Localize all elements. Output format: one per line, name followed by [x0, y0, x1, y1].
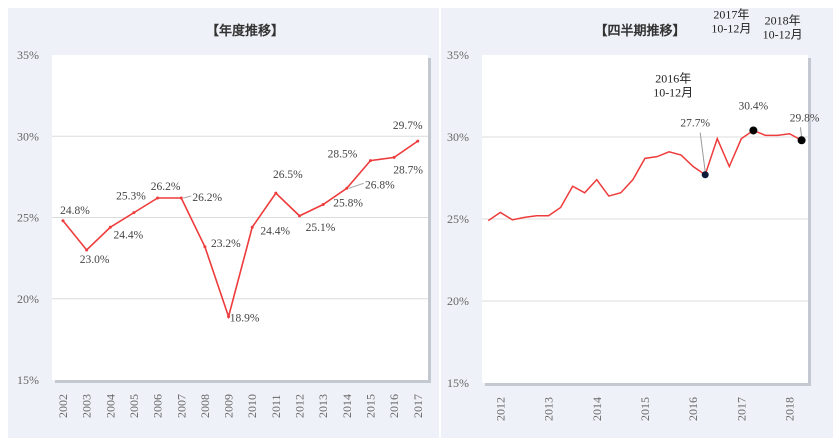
annual-xtick-label: 2008 — [198, 394, 212, 418]
quarterly-highlight-point — [749, 126, 758, 135]
quarterly-ytick-label: 15% — [447, 376, 469, 390]
annual-data-label: 26.2% — [151, 181, 181, 193]
quarterly-highlight-point — [797, 136, 806, 145]
quarterly-leader-line — [699, 132, 706, 172]
quarterly-period-months: 10-12月 — [711, 21, 751, 35]
annual-xtick-label: 2009 — [222, 394, 236, 418]
annual-data-label: 29.7% — [393, 120, 423, 132]
annual-leader-line — [183, 195, 192, 199]
annual-data-point — [132, 211, 136, 215]
annual-leader-line — [348, 182, 364, 189]
annual-xtick-label: 2013 — [316, 394, 330, 418]
annual-data-label: 28.7% — [393, 164, 423, 176]
annual-title: 【年度推移】 — [206, 23, 284, 39]
quarterly-data-label: 27.7% — [680, 118, 710, 130]
annual-xtick-label: 2006 — [151, 394, 165, 418]
quarterly-highlight-point — [701, 171, 709, 179]
annual-data-label: 18.9% — [230, 313, 260, 325]
annual-data-point — [108, 225, 112, 229]
annual-data-point — [85, 248, 89, 252]
annual-xtick-label: 2015 — [363, 394, 377, 418]
annual-data-label: 26.5% — [273, 169, 303, 181]
quarterly-leader-line — [800, 127, 803, 138]
annual-xtick-label: 2014 — [340, 394, 354, 418]
quarterly-ytick-label: 35% — [447, 48, 469, 62]
annual-data-point — [416, 139, 420, 143]
annual-data-point — [203, 245, 207, 249]
annual-series-line — [62, 140, 419, 320]
annual-data-label: 25.1% — [306, 222, 336, 234]
annual-data-point — [156, 196, 160, 200]
quarterly-series-line — [487, 129, 802, 222]
quarterly-period-months: 10-12月 — [763, 27, 803, 41]
annual-data-point — [392, 155, 396, 159]
annual-data-label: 28.5% — [328, 149, 358, 161]
quarterly-data-label: 29.8% — [790, 112, 820, 124]
annual-data-point — [321, 203, 325, 206]
annual-xtick-label: 2011 — [269, 394, 283, 418]
annual-xtick-label: 2012 — [293, 394, 307, 418]
annual-xtick-label: 2016 — [387, 394, 401, 418]
quarterly-period-year: 2018年 — [765, 13, 801, 27]
quarterly-period-year: 2016年 — [655, 72, 691, 86]
annual-data-point — [345, 186, 349, 190]
quarterly-title: 【四半期推移】 — [594, 23, 685, 39]
annual-xtick-label: 2003 — [80, 394, 94, 418]
quarterly-period-year: 2017年 — [713, 7, 749, 21]
annual-data-label: 23.2% — [211, 238, 241, 250]
annual-ytick-label: 35% — [17, 48, 39, 62]
quarterly-xtick-label: 2015 — [638, 397, 652, 421]
annual-data-point — [368, 159, 372, 163]
annual-data-label: 26.2% — [192, 192, 222, 204]
annual-xtick-label: 2005 — [127, 394, 141, 418]
quarterly-xtick-label: 2013 — [542, 397, 556, 421]
annual-data-point — [274, 191, 278, 195]
annual-data-label: 26.8% — [365, 179, 395, 191]
annual-ytick-label: 25% — [17, 211, 39, 225]
quarterly-xtick-label: 2016 — [686, 397, 700, 421]
quarterly-xtick-label: 2014 — [590, 397, 604, 421]
annual-ytick-label: 30% — [17, 129, 39, 143]
annual-data-point — [179, 196, 183, 200]
annual-xtick-label: 2007 — [174, 394, 188, 418]
annual-data-point — [61, 219, 65, 223]
annual-ytick-label: 20% — [17, 292, 39, 306]
quarterly-ytick-label: 25% — [447, 212, 469, 226]
quarterly-xtick-label: 2018 — [783, 397, 797, 421]
annual-data-point — [298, 214, 301, 218]
annual-data-point — [227, 315, 231, 319]
annual-data-label: 24.8% — [60, 205, 90, 217]
quarterly-xtick-label: 2017 — [734, 397, 748, 421]
annual-xtick-label: 2004 — [103, 394, 117, 418]
annual-data-label: 24.4% — [260, 225, 290, 237]
quarterly-period-months: 10-12月 — [653, 86, 693, 100]
quarterly-xtick-label: 2012 — [493, 397, 507, 421]
quarterly-ytick-label: 20% — [447, 294, 469, 308]
annual-xtick-label: 2002 — [56, 394, 70, 418]
quarterly-data-label: 30.4% — [739, 100, 769, 112]
annual-data-point — [250, 225, 254, 229]
quarterly-ytick-label: 30% — [447, 130, 469, 144]
annual-data-label: 25.8% — [333, 198, 363, 210]
annual-xtick-label: 2017 — [411, 394, 425, 418]
annual-xtick-label: 2010 — [245, 394, 259, 418]
annual-data-label: 25.3% — [116, 191, 146, 203]
annual-data-label: 23.0% — [80, 254, 110, 266]
annual-ytick-label: 15% — [17, 373, 39, 387]
annual-data-label: 24.4% — [113, 229, 143, 241]
